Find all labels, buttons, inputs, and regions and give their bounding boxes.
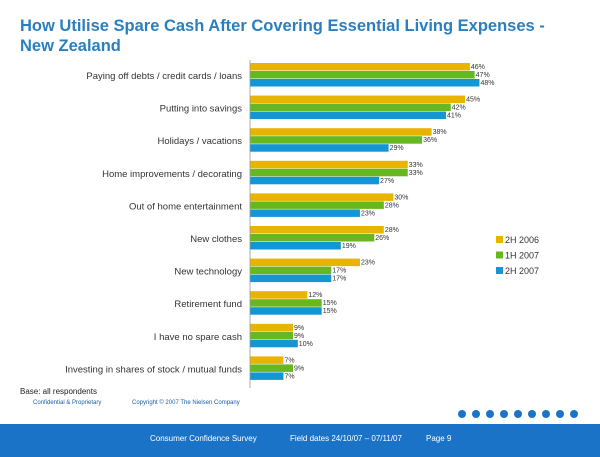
bar-paying-off-debts-credit-cards-loans-1h-2007 xyxy=(250,71,475,79)
dot-icon xyxy=(556,410,564,418)
bar-new-clothes-2h-2007 xyxy=(250,242,341,250)
category-label-paying-off-debts-credit-cards-loans: Paying off debts / credit cards / loans xyxy=(86,71,242,82)
data-label-out-of-home-entertainment-1h-2007: 28% xyxy=(385,202,399,209)
dot-icon xyxy=(542,410,550,418)
data-label-new-technology-2h-2007: 17% xyxy=(332,276,346,283)
bar-out-of-home-entertainment-1h-2007 xyxy=(250,201,384,209)
category-label-retirement-fund: Retirement fund xyxy=(174,299,242,310)
bar-investing-in-shares-of-stock-mutual-funds-1h-2007 xyxy=(250,364,294,372)
data-label-i-have-no-spare-cash-1h-2007: 9% xyxy=(294,333,304,340)
data-label-new-clothes-1h-2007: 26% xyxy=(375,235,389,242)
data-label-new-technology-1h-2007: 17% xyxy=(332,268,346,275)
bar-investing-in-shares-of-stock-mutual-funds-2h-2006 xyxy=(250,356,284,364)
bar-putting-into-savings-2h-2006 xyxy=(250,95,466,104)
bar-home-improvements-decorating-1h-2007 xyxy=(250,168,408,177)
bar-i-have-no-spare-cash-1h-2007 xyxy=(250,331,294,340)
bar-out-of-home-entertainment-2h-2007 xyxy=(250,209,360,217)
legend-label-2h-2007: 2H 2007 xyxy=(505,266,539,276)
bar-retirement-fund-2h-2006 xyxy=(250,291,308,299)
data-label-out-of-home-entertainment-2h-2007: 23% xyxy=(361,210,375,217)
dot-icon xyxy=(500,410,508,418)
footer-survey: Consumer Confidence Survey xyxy=(150,434,257,443)
legend-swatch-2h-2007 xyxy=(496,267,503,274)
data-label-holidays-vacations-2h-2006: 38% xyxy=(433,129,447,136)
data-label-paying-off-debts-credit-cards-loans-2h-2006: 46% xyxy=(471,64,485,71)
base-note: Base: all respondents xyxy=(20,387,97,396)
category-label-holidays-vacations: Holidays / vacations xyxy=(158,136,243,147)
footer-bar: Consumer Confidence Survey Field dates 2… xyxy=(0,424,600,457)
data-label-new-clothes-2h-2007: 19% xyxy=(342,243,356,250)
dot-icon xyxy=(528,410,536,418)
dot-icon xyxy=(472,410,480,418)
bar-home-improvements-decorating-2h-2006 xyxy=(250,160,408,169)
bar-out-of-home-entertainment-2h-2006 xyxy=(250,193,394,201)
data-label-putting-into-savings-2h-2006: 45% xyxy=(466,97,480,104)
data-label-i-have-no-spare-cash-2h-2006: 9% xyxy=(294,325,304,332)
bar-investing-in-shares-of-stock-mutual-funds-2h-2007 xyxy=(250,372,284,380)
data-label-retirement-fund-1h-2007: 15% xyxy=(323,300,337,307)
dot-icon xyxy=(570,410,578,418)
legend-swatch-1h-2007 xyxy=(496,251,503,259)
category-label-new-clothes: New clothes xyxy=(190,234,242,245)
category-label-putting-into-savings: Putting into savings xyxy=(160,104,243,115)
footer-field-dates: Field dates 24/10/07 – 07/11/07 xyxy=(290,434,402,443)
bar-new-technology-1h-2007 xyxy=(250,266,332,275)
confidential-note: Confidential & Proprietary xyxy=(33,400,102,406)
data-label-retirement-fund-2h-2007: 15% xyxy=(323,308,337,315)
category-label-home-improvements-decorating: Home improvements / decorating xyxy=(102,169,242,180)
data-label-investing-in-shares-of-stock-mutual-funds-2h-2007: 7% xyxy=(284,373,294,380)
data-label-new-technology-2h-2006: 23% xyxy=(361,260,375,267)
bar-new-clothes-2h-2006 xyxy=(250,226,384,234)
bar-new-technology-2h-2007 xyxy=(250,274,332,283)
bar-holidays-vacations-2h-2006 xyxy=(250,128,432,136)
bar-chart: Paying off debts / credit cards / loans 4… xyxy=(65,60,539,388)
bar-putting-into-savings-2h-2007 xyxy=(250,111,446,120)
bar-home-improvements-decorating-2h-2007 xyxy=(250,176,380,185)
chart-title: How Utilise Spare Cash After Covering Es… xyxy=(20,17,545,55)
footer-page: Page 9 xyxy=(426,434,452,443)
bar-holidays-vacations-1h-2007 xyxy=(250,136,423,144)
bar-i-have-no-spare-cash-2h-2007 xyxy=(250,339,298,348)
data-label-investing-in-shares-of-stock-mutual-funds-1h-2007: 9% xyxy=(294,365,304,372)
data-label-new-clothes-2h-2006: 28% xyxy=(385,227,399,234)
data-label-putting-into-savings-1h-2007: 42% xyxy=(452,105,466,112)
dot-icon xyxy=(458,410,466,418)
legend-swatch-2h-2006 xyxy=(496,236,503,243)
dot-icon xyxy=(514,410,522,418)
data-label-home-improvements-decorating-2h-2007: 27% xyxy=(380,178,394,185)
legend-label-2h-2006: 2H 2006 xyxy=(505,235,539,245)
data-label-out-of-home-entertainment-2h-2006: 30% xyxy=(394,194,408,201)
legend-label-1h-2007: 1H 2007 xyxy=(505,251,539,261)
data-label-putting-into-savings-2h-2007: 41% xyxy=(447,113,461,120)
bar-paying-off-debts-credit-cards-loans-2h-2007 xyxy=(250,79,480,87)
data-label-retirement-fund-2h-2006: 12% xyxy=(308,292,322,299)
copyright-note: Copyright © 2007 The Nielsen Company xyxy=(132,400,240,406)
dot-icon xyxy=(486,410,494,418)
data-label-paying-off-debts-credit-cards-loans-1h-2007: 47% xyxy=(476,72,490,79)
bar-retirement-fund-1h-2007 xyxy=(250,299,322,307)
category-label-new-technology: New technology xyxy=(174,267,242,278)
category-label-out-of-home-entertainment: Out of home entertainment xyxy=(129,201,242,212)
data-label-holidays-vacations-1h-2007: 36% xyxy=(423,137,437,144)
data-label-investing-in-shares-of-stock-mutual-funds-2h-2006: 7% xyxy=(284,357,294,364)
bar-retirement-fund-2h-2007 xyxy=(250,307,322,315)
data-label-i-have-no-spare-cash-2h-2007: 10% xyxy=(299,341,313,348)
category-label-i-have-no-spare-cash: I have no spare cash xyxy=(154,332,242,343)
bar-putting-into-savings-1h-2007 xyxy=(250,103,451,112)
bar-i-have-no-spare-cash-2h-2006 xyxy=(250,323,294,332)
data-label-holidays-vacations-2h-2007: 29% xyxy=(390,145,404,152)
bar-new-clothes-1h-2007 xyxy=(250,234,375,242)
category-label-investing-in-shares-of-stock-mutual-funds: Investing in shares of stock / mutual fu… xyxy=(65,364,242,375)
data-label-paying-off-debts-credit-cards-loans-2h-2007: 48% xyxy=(480,80,494,87)
data-label-home-improvements-decorating-2h-2006: 33% xyxy=(409,162,423,169)
bar-new-technology-2h-2006 xyxy=(250,258,360,267)
bar-paying-off-debts-credit-cards-loans-2h-2006 xyxy=(250,63,470,71)
data-label-home-improvements-decorating-1h-2007: 33% xyxy=(409,170,423,177)
decorative-dots xyxy=(458,410,578,418)
bar-holidays-vacations-2h-2007 xyxy=(250,144,389,152)
